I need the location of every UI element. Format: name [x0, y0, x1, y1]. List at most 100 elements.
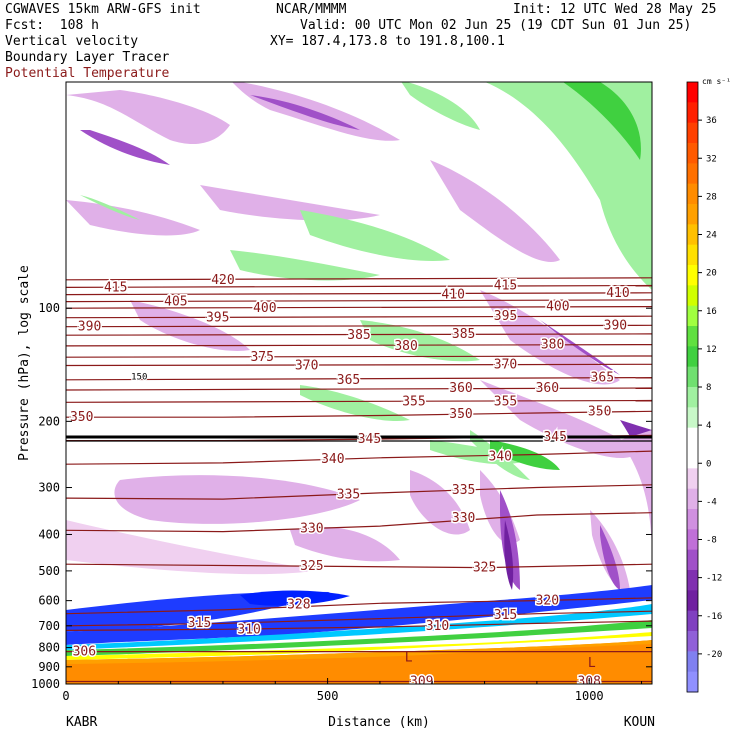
colorbar-swatch — [687, 183, 698, 205]
theta-label: 420 — [210, 271, 236, 289]
svg-text:310: 310 — [426, 619, 449, 634]
theta-label: 390 — [76, 318, 102, 336]
colorbar-swatch — [687, 244, 698, 266]
cross-section-coords: XY= 187.4,173.8 to 191.8,100.1 — [270, 34, 505, 49]
colorbar-swatch — [687, 346, 698, 368]
theta-label: 306 — [71, 643, 97, 661]
svg-text:335: 335 — [452, 483, 475, 498]
theta-contour-330 — [66, 512, 652, 533]
center-label: NCAR/MMMM — [276, 2, 347, 17]
theta-contour-405 — [66, 299, 652, 303]
svg-text:328: 328 — [287, 598, 310, 613]
colorbar-swatch — [687, 326, 698, 347]
svg-text:325: 325 — [473, 561, 496, 576]
svg-text:350: 350 — [449, 407, 472, 422]
theta-label: 330 — [450, 510, 476, 528]
svg-text:350: 350 — [70, 410, 93, 425]
svg-text:365: 365 — [337, 373, 360, 388]
field-boundary-layer-tracer: Boundary Layer Tracer — [5, 50, 170, 65]
svg-text:370: 370 — [295, 358, 318, 373]
svg-text:340: 340 — [321, 452, 344, 467]
y-axis-label: Pressure (hPa), log scale — [17, 265, 32, 461]
theta-contour-385 — [66, 333, 652, 336]
theta-label: 335 — [450, 482, 476, 500]
theta-label: 400 — [545, 298, 571, 316]
left-endpoint: KABR — [66, 715, 97, 730]
theta-contour-410 — [66, 292, 652, 296]
theta-label: 375 — [249, 349, 275, 367]
y-tick-label: 900 — [38, 660, 60, 674]
theta-label: 340 — [320, 451, 346, 469]
svg-text:350: 350 — [588, 404, 611, 419]
init-time: Init: 12 UTC Wed 28 May 25 — [513, 2, 717, 17]
svg-text:306: 306 — [73, 645, 96, 660]
svg-text:309: 309 — [410, 675, 433, 690]
colorbar: 36 32 28 24 20 16 12 8 4 0 -4 -8 -12 -16 -20 cm s⁻¹ — [686, 77, 731, 693]
svg-text:360: 360 — [536, 381, 559, 396]
theta-contour-375 — [66, 355, 652, 358]
svg-text:415: 415 — [104, 280, 127, 295]
colorbar-tick-label: 28 — [706, 192, 717, 202]
colorbar-swatch — [687, 590, 698, 612]
svg-text:385: 385 — [347, 328, 370, 343]
svg-text:380: 380 — [541, 338, 564, 353]
theta-label: 345 — [542, 428, 568, 446]
svg-text:410: 410 — [441, 288, 464, 303]
colorbar-tick-label: 32 — [706, 154, 717, 164]
potential-temperature-contours — [66, 277, 652, 683]
colorbar-swatch — [687, 204, 698, 225]
theta-label: 328 — [286, 596, 312, 614]
theta-label: 350 — [586, 403, 612, 421]
theta-contour-320 — [66, 597, 652, 615]
colorbar-tick-label: -4 — [706, 497, 717, 507]
svg-text:340: 340 — [489, 449, 512, 464]
colorbar-swatch — [687, 224, 698, 246]
svg-text:380: 380 — [394, 339, 417, 354]
low-marker: L — [405, 650, 413, 665]
svg-text:375: 375 — [250, 350, 273, 365]
theta-label: 350 — [448, 405, 474, 423]
theta-contour-315 — [66, 610, 652, 627]
y-tick-label: 100 — [38, 301, 60, 315]
colorbar-tick-label: 16 — [706, 307, 717, 317]
theta-label: 370 — [293, 357, 319, 375]
colorbar-swatch — [687, 610, 698, 632]
svg-text:315: 315 — [188, 616, 211, 631]
colorbar-tick-label: 24 — [706, 231, 717, 241]
colorbar-tick-label: 36 — [706, 116, 717, 126]
svg-text:330: 330 — [452, 511, 475, 526]
colorbar-swatch — [687, 651, 698, 673]
theta-label: 340 — [487, 448, 513, 466]
svg-text:385: 385 — [452, 327, 475, 342]
theta-label: 410 — [605, 284, 631, 302]
theta-label: 330 — [299, 520, 325, 538]
svg-text:400: 400 — [253, 301, 276, 316]
theta-label: 355 — [492, 393, 518, 411]
svg-text:405: 405 — [164, 295, 187, 310]
colorbar-swatch — [687, 448, 698, 469]
svg-text:315: 315 — [494, 608, 517, 623]
field-potential-temperature: Potential Temperature — [5, 66, 170, 81]
colorbar-swatch — [687, 143, 698, 164]
theta-contour-360 — [66, 387, 652, 391]
colorbar-tick-label: -20 — [706, 650, 722, 660]
theta-contour-370 — [66, 363, 652, 367]
y-tick-label: 200 — [38, 414, 60, 428]
svg-text:410: 410 — [606, 286, 629, 301]
theta-label: 325 — [299, 557, 325, 575]
x-tick-label: 500 — [317, 689, 339, 703]
theta-label: 325 — [471, 559, 497, 577]
theta-label: 400 — [252, 300, 278, 318]
colorbar-swatch — [687, 102, 698, 124]
y-tick-label: 400 — [38, 527, 60, 541]
colorbar-swatch — [687, 366, 698, 388]
colorbar-swatch — [687, 82, 698, 103]
colorbar-tick-label: 8 — [706, 383, 711, 393]
colorbar-tick-label: 4 — [706, 421, 711, 431]
colorbar-tick-label: 20 — [706, 269, 717, 279]
valid-time: Valid: 00 UTC Mon 02 Jun 25 (19 CDT Sun … — [300, 18, 692, 33]
theta-label: 410 — [440, 286, 466, 304]
theta-label: 350 — [68, 409, 94, 427]
colorbar-swatch — [687, 265, 698, 286]
